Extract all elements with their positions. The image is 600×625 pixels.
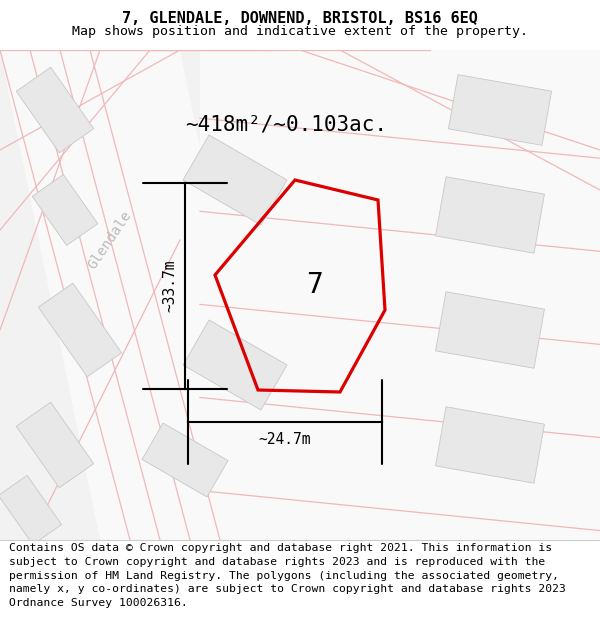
Text: ~418m²/~0.103ac.: ~418m²/~0.103ac. (185, 115, 387, 135)
Text: Glendale: Glendale (85, 208, 134, 272)
Text: Contains OS data © Crown copyright and database right 2021. This information is : Contains OS data © Crown copyright and d… (9, 543, 566, 608)
Polygon shape (0, 50, 280, 540)
Text: 7: 7 (307, 271, 323, 299)
Polygon shape (16, 68, 94, 152)
Polygon shape (16, 402, 94, 488)
Polygon shape (436, 177, 544, 253)
Polygon shape (183, 135, 287, 225)
Polygon shape (436, 407, 544, 483)
Polygon shape (38, 283, 122, 377)
Text: 7, GLENDALE, DOWNEND, BRISTOL, BS16 6EQ: 7, GLENDALE, DOWNEND, BRISTOL, BS16 6EQ (122, 11, 478, 26)
Polygon shape (32, 174, 98, 246)
Polygon shape (183, 320, 287, 410)
Text: ~33.7m: ~33.7m (162, 260, 177, 312)
Polygon shape (448, 74, 551, 146)
Polygon shape (436, 292, 544, 368)
Polygon shape (200, 50, 600, 540)
Polygon shape (142, 423, 228, 497)
Text: Map shows position and indicative extent of the property.: Map shows position and indicative extent… (72, 24, 528, 38)
Text: ~24.7m: ~24.7m (259, 432, 311, 447)
Polygon shape (0, 476, 62, 544)
